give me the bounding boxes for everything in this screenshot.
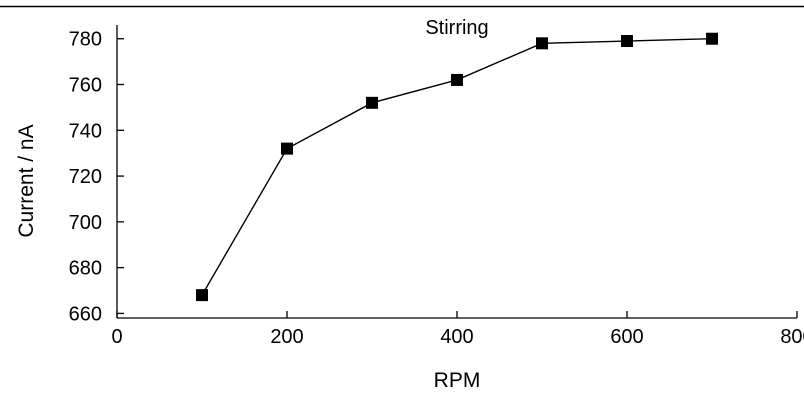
series-layer (196, 32, 718, 302)
data-point-marker (366, 96, 378, 109)
y-tick-label: 740 (69, 120, 102, 142)
data-point-marker (451, 73, 463, 86)
y-tick-label: 700 (69, 212, 102, 234)
x-tick-label: 600 (610, 326, 643, 348)
x-tick-label: 0 (111, 326, 122, 348)
y-axis-title: Current / nA (15, 124, 38, 237)
y-tick-label: 680 (69, 258, 102, 280)
y-tick-label: 720 (69, 166, 102, 188)
axes: 0 200 400 600 800 660 680 700 720 740 760 780 (69, 25, 804, 348)
y-tick-label: 660 (69, 303, 102, 325)
x-tick-label: 800 (780, 326, 804, 348)
x-tick-label: 200 (270, 326, 303, 348)
y-tick-label: 780 (69, 29, 102, 51)
x-axis-title: RPM (434, 369, 481, 392)
data-point-marker (706, 32, 718, 45)
x-tick-label: 400 (440, 326, 473, 348)
chart-title: Stirring (425, 17, 488, 39)
data-point-marker (621, 35, 633, 48)
data-point-marker (196, 289, 208, 302)
data-point-marker (536, 37, 548, 50)
y-tick-label: 760 (69, 75, 102, 97)
data-point-marker (281, 142, 293, 155)
